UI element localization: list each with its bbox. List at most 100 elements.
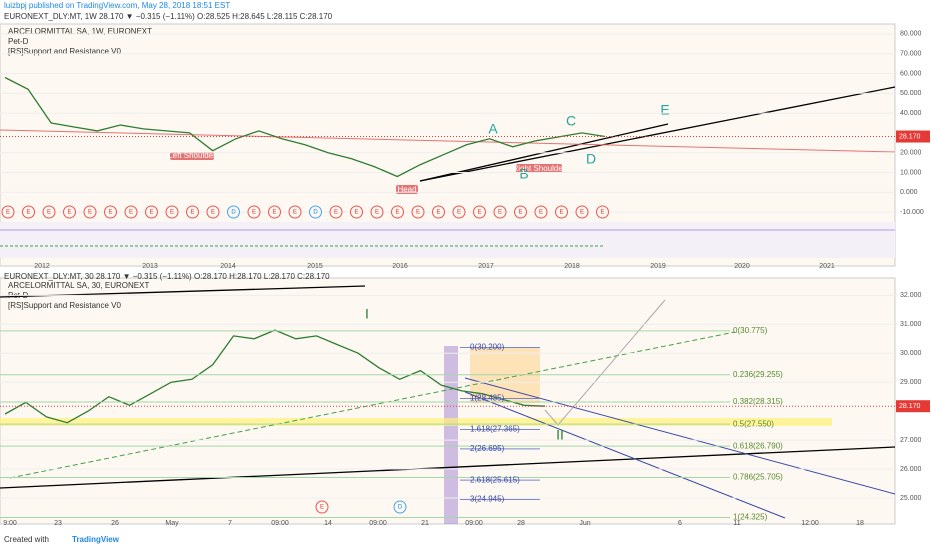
event-marker [329, 205, 343, 219]
event-marker [473, 205, 486, 219]
event-marker [288, 205, 302, 219]
y-tick-label: 80.000 [900, 31, 922, 38]
event-label: D [231, 210, 236, 216]
x-tick-label: May [165, 520, 179, 527]
x-tick-label: 28 [517, 520, 525, 527]
annotation: C [566, 113, 576, 129]
event-label: E [518, 210, 522, 216]
x-tick-label: 2017 [478, 263, 494, 270]
x-tick-label: 09:00 [271, 520, 289, 527]
event-marker [534, 205, 548, 219]
event-marker [411, 205, 425, 219]
event-label: D [313, 210, 318, 216]
channel-line [464, 377, 896, 495]
event-marker [452, 205, 466, 219]
fib-ext-label: 1(28.435) [470, 394, 505, 403]
fib-label: 0.786(25.705) [733, 473, 783, 482]
event-label: E [108, 210, 112, 216]
annotation: Head [397, 185, 416, 194]
event-label: E [293, 210, 297, 216]
event-label: E [395, 210, 399, 216]
event-marker [350, 205, 363, 219]
x-tick-label: 2012 [34, 263, 50, 270]
event-marker [370, 205, 384, 219]
x-tick-label: 11 [733, 520, 740, 527]
event-label: E [67, 210, 71, 216]
x-tick-label: 14 [324, 520, 332, 527]
annotation: I [365, 306, 369, 322]
event-label: E [6, 210, 10, 216]
y-tick-label: 20.000 [900, 150, 922, 157]
event-marker [22, 205, 35, 219]
byline: luizbpj published on TradingView.com, Ma… [4, 1, 230, 10]
fib-label: 0(30.775) [733, 326, 768, 335]
event-marker [555, 205, 568, 219]
annotation: A [488, 121, 498, 137]
bottom-panel [0, 277, 896, 525]
legend-entry: [RS]Support and Resistance V0 [8, 301, 122, 310]
y-tick-label: 50.000 [900, 90, 922, 97]
symbol-line: EURONEXT_DLY:MT, 30 28.170 ▼ −0.315 (−1.… [4, 272, 330, 281]
fib-label: 0.382(28.315) [733, 397, 783, 406]
event-label: E [354, 210, 358, 216]
price-tag-label: 28.170 [899, 403, 921, 410]
event-label: E [436, 210, 440, 216]
price-line [4, 76, 606, 178]
footer-text: Created with [4, 535, 49, 544]
fib-zone [444, 346, 458, 524]
sr-zone [0, 418, 832, 426]
fib-ext-label: 3(24.945) [470, 495, 505, 504]
event-marker [596, 205, 609, 219]
event-label: E [252, 210, 256, 216]
event-label: E [129, 210, 133, 216]
y-tick-label: 30.000 [900, 350, 922, 357]
event-label: E [26, 210, 30, 216]
event-marker [145, 205, 158, 219]
x-tick-label: 23 [54, 520, 62, 527]
event-label: E [416, 210, 420, 216]
annotation: B [519, 166, 528, 182]
price-tag-label: 28.170 [899, 133, 921, 140]
fib-label: 0.236(29.255) [733, 370, 783, 379]
event-marker [432, 205, 445, 219]
legend-entry: ARCELORMITTAL SA, 1W, EURONEXT [8, 27, 152, 36]
label-box [516, 164, 562, 173]
event-label: E [457, 210, 461, 216]
x-tick-label: 2021 [819, 263, 835, 270]
event-label: E [272, 210, 276, 216]
annotation: D [586, 151, 596, 167]
x-tick-label: 18 [856, 520, 864, 527]
x-tick-label: 12:00 [801, 520, 819, 527]
x-tick-label: 9:00 [3, 520, 17, 527]
y-tick-label: 70.000 [900, 51, 922, 58]
x-tick-label: 09:00 [465, 520, 483, 527]
y-tick-label: 32.000 [900, 292, 922, 299]
fib-label: 0.5(27.550) [733, 419, 774, 428]
y-tick-label: 0.000 [900, 189, 918, 196]
fib-label: 1(24.325) [733, 513, 768, 522]
event-label: E [190, 210, 194, 216]
annotation: E [660, 102, 669, 118]
event-marker [227, 205, 240, 219]
x-tick-label: 2020 [734, 263, 750, 270]
label-box [170, 152, 214, 160]
trend-line [9, 331, 736, 479]
fib-ext-label: 2(26.695) [470, 444, 505, 453]
event-marker [393, 500, 407, 514]
x-tick-label: 2018 [564, 263, 580, 270]
brand[interactable]: TradingView [72, 535, 120, 544]
event-label: E [211, 210, 215, 216]
fib-ext-label: 1.618(27.365) [470, 425, 520, 434]
x-tick-label: 2015 [307, 263, 323, 270]
indicator-pane [0, 222, 895, 258]
annotation: Left Shoulder [168, 151, 216, 160]
legend-entry: ARCELORMITTAL SA, 30, EURONEXT [8, 281, 149, 290]
x-tick-label: Jun [579, 520, 590, 527]
projection [544, 299, 666, 426]
trend-line [419, 86, 896, 182]
event-label: E [375, 210, 379, 216]
fib-label: 0.618(26.790) [733, 441, 783, 450]
event-marker [309, 205, 322, 219]
symbol-line: EURONEXT_DLY:MT, 1W 28.170 ▼ −0.315 (−1.… [4, 12, 333, 21]
